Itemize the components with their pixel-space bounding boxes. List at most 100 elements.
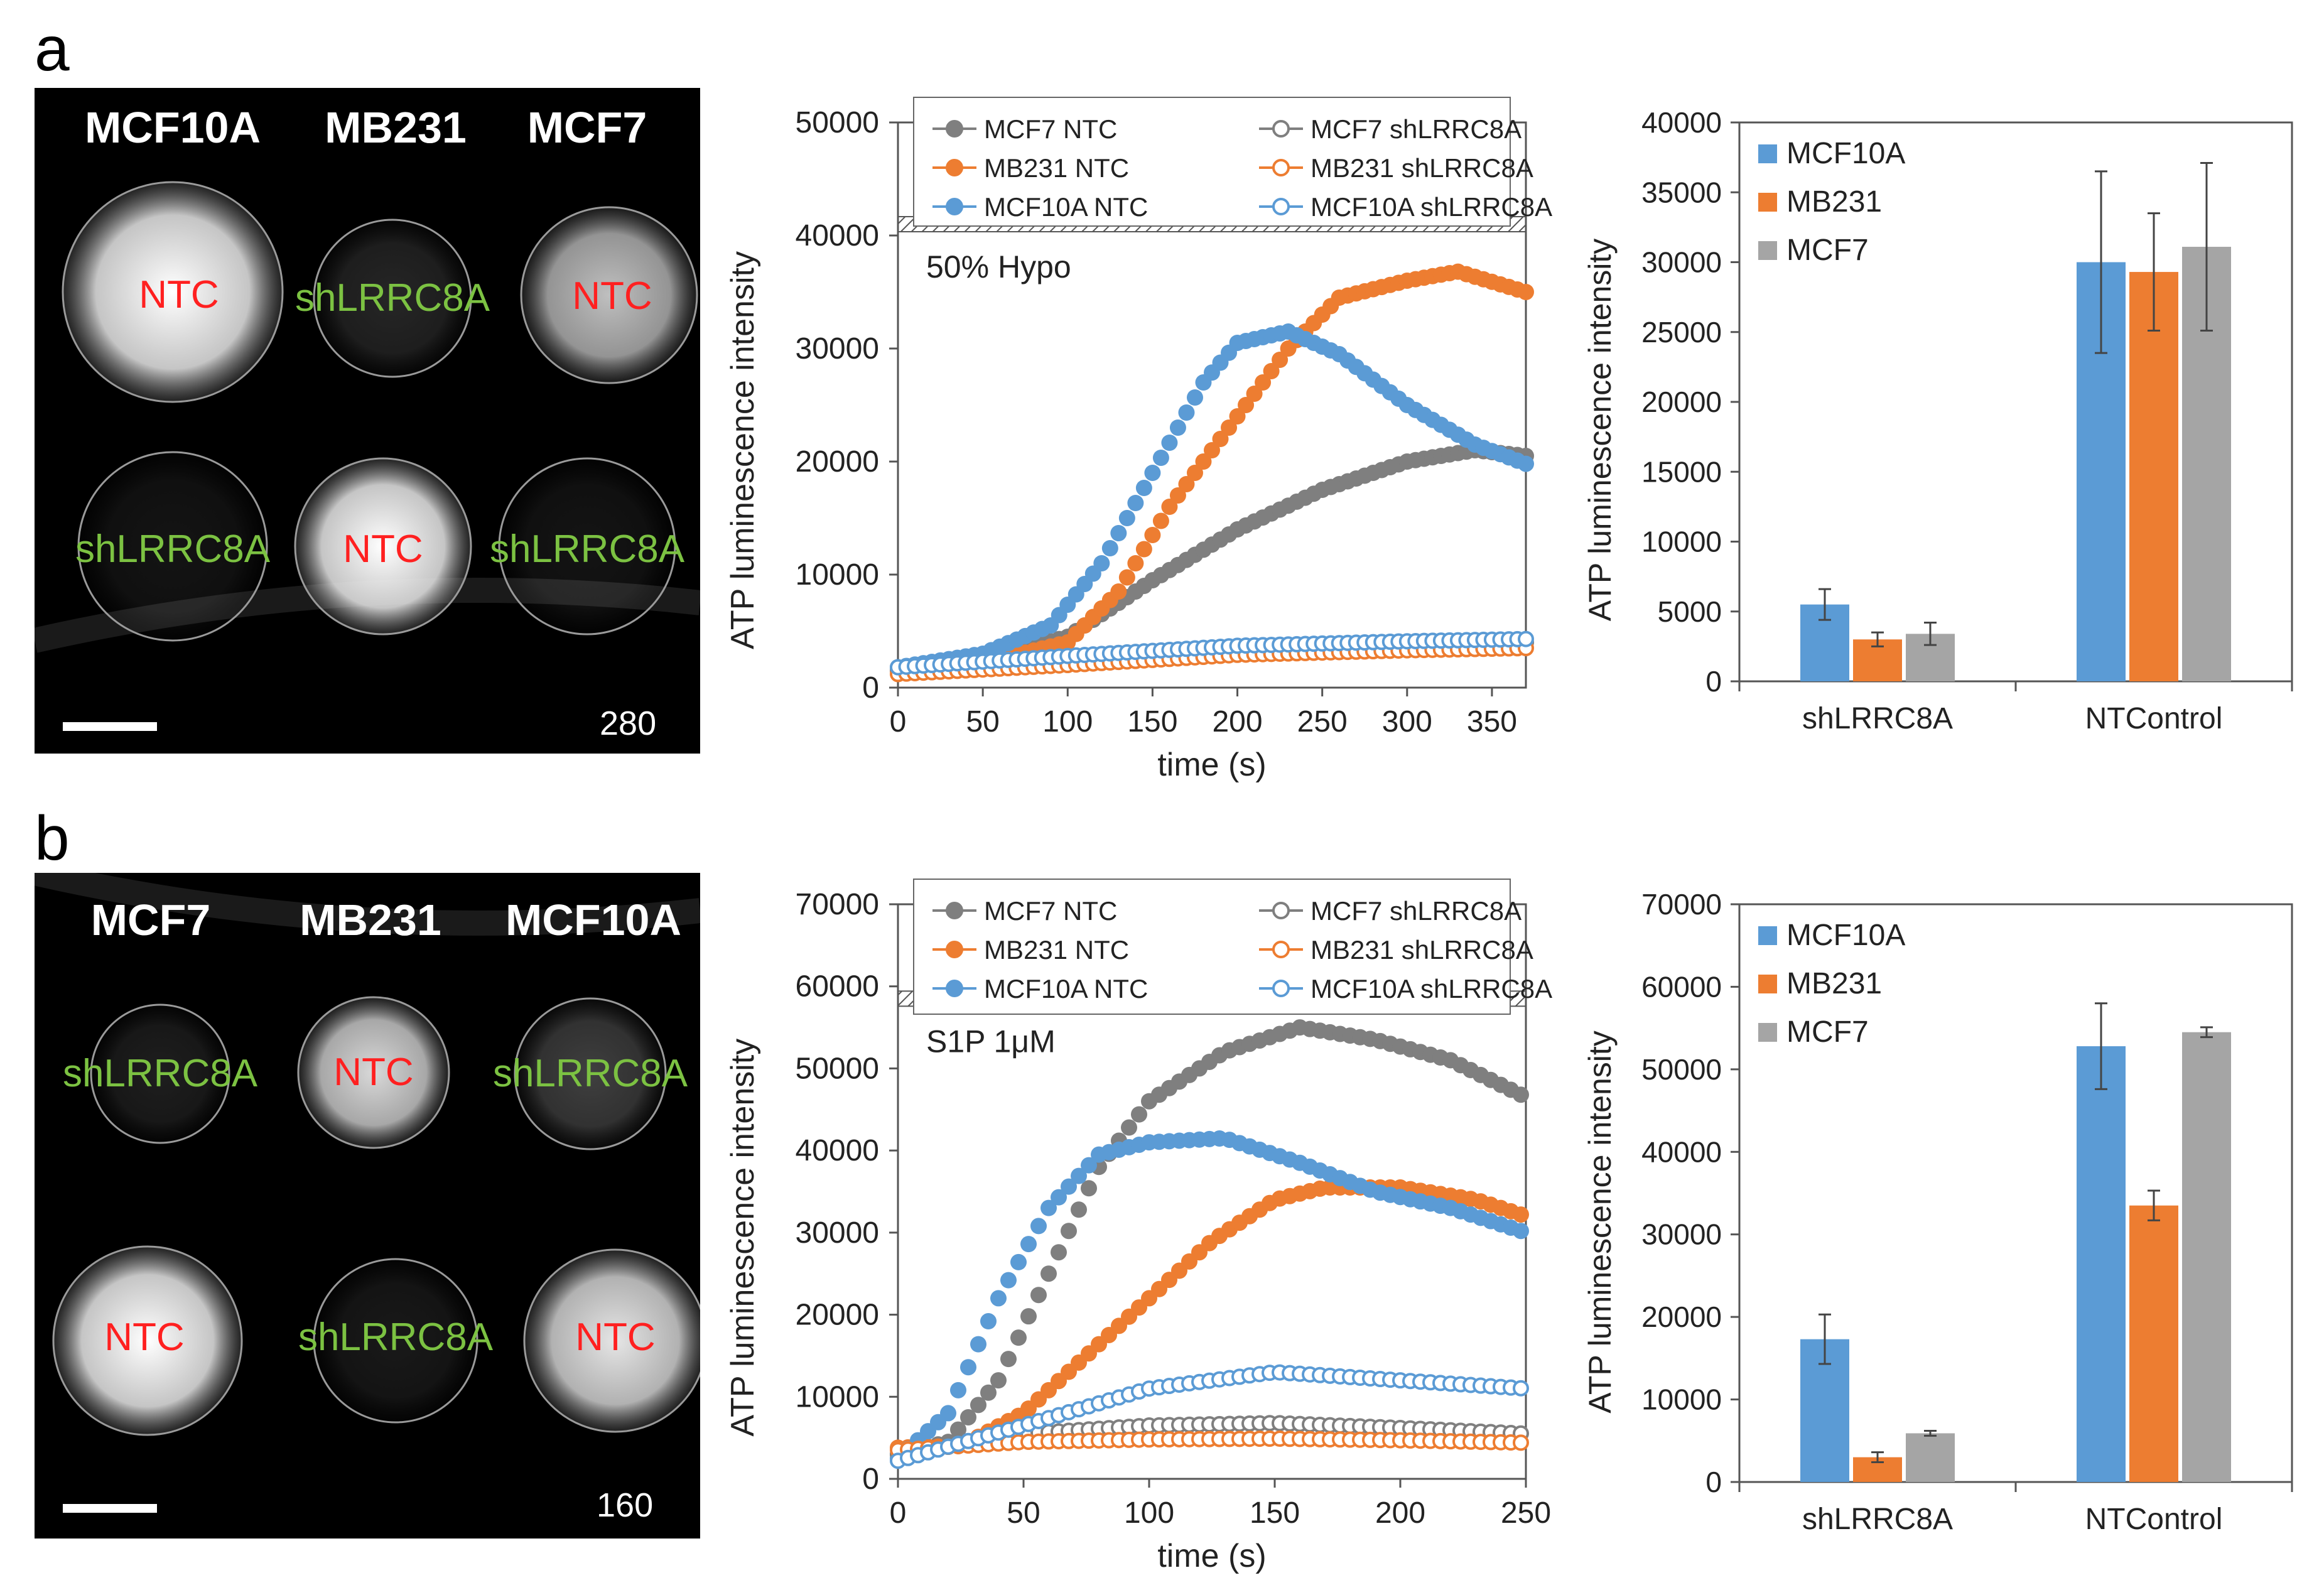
frame-number: 160: [597, 1486, 654, 1524]
y-tick-label: 30000: [796, 332, 879, 365]
legend-entry: MB231: [1786, 185, 1882, 219]
y-tick-label: 50000: [796, 106, 879, 139]
x-tick-label: 350: [1467, 705, 1517, 738]
data-point: [1110, 583, 1127, 600]
y-axis-label: ATP luminescence intensity: [728, 251, 761, 649]
microscopy-wells-a: [35, 181, 700, 653]
well-label: NTC: [333, 1051, 414, 1094]
data-point: [1186, 465, 1203, 481]
legend-entry: MCF10A NTC: [984, 974, 1148, 1003]
legend-entry: MB231 NTC: [984, 153, 1129, 183]
y-tick-label: 35000: [1641, 176, 1722, 208]
legend-entry: MCF10A: [1786, 919, 1905, 952]
y-tick-label: 70000: [796, 888, 879, 921]
x-tick-label: 0: [890, 1496, 907, 1530]
data-point: [1030, 1287, 1047, 1304]
data-point: [1071, 1167, 1087, 1184]
well-signal: [78, 452, 267, 641]
x-tick-label: 100: [1042, 705, 1093, 738]
well-label: NTC: [343, 527, 423, 571]
data-point: [1169, 419, 1186, 436]
data-point: [1255, 374, 1272, 391]
data-point: [1010, 1329, 1027, 1346]
well-signal: [63, 182, 283, 402]
microscopy-image-a: MCF10A MB231 MCF7 NTC shLRRC8A NTC shLRR…: [35, 88, 700, 754]
frame-number: 280: [600, 705, 657, 742]
y-tick-label: 40000: [796, 219, 879, 252]
y-tick-label: 60000: [1641, 970, 1722, 1003]
series-2: [890, 323, 1534, 676]
legend-entry: MB231 shLRRC8A: [1311, 153, 1533, 183]
line-chart-b: 0 10000 20000 30000 40000 50000 60000 70000 0 50 1…: [728, 879, 1552, 1574]
y-tick-label: 40000: [1641, 106, 1722, 139]
legend-entry: MB231: [1786, 967, 1882, 1000]
y-axis-label: ATP luminescence intensity: [1582, 1030, 1618, 1414]
data-point: [1518, 630, 1534, 647]
well-outline: [297, 996, 450, 1149]
legend-entry: MCF10A shLRRC8A: [1311, 192, 1552, 222]
data-point: [1040, 1199, 1057, 1216]
x-tick-label: 50: [966, 705, 999, 738]
well-outline: [498, 457, 676, 635]
category-label: shLRRC8A: [1802, 1503, 1953, 1536]
well-signal: [499, 458, 675, 634]
well-label: shLRRC8A: [492, 1052, 688, 1095]
data-point: [1135, 541, 1152, 558]
well-label: shLRRC8A: [75, 527, 271, 571]
legend-swatch: [1758, 926, 1777, 945]
legend-marker: [1272, 980, 1290, 997]
cell-line-label: MCF10A: [505, 895, 682, 944]
data-point: [1000, 1351, 1017, 1368]
legend-entry: MCF7 shLRRC8A: [1311, 114, 1521, 144]
scale-bar: [63, 1504, 157, 1513]
y-tick-label: 20000: [1641, 386, 1722, 418]
y-tick-label: 10000: [1641, 526, 1722, 558]
data-point: [1513, 1380, 1529, 1397]
y-tick-label: 10000: [796, 558, 879, 592]
y-tick-label: 50000: [1641, 1053, 1722, 1086]
legend-box: [913, 879, 1511, 1015]
bar: [2129, 272, 2178, 681]
data-point: [1263, 363, 1280, 379]
legend-entry: MCF7 shLRRC8A: [1311, 896, 1521, 926]
data-point: [960, 1409, 976, 1425]
legend-entry: MCF7 NTC: [984, 896, 1117, 926]
data-point: [1272, 352, 1289, 368]
data-point: [1051, 1189, 1067, 1206]
legend-swatch: [1758, 193, 1777, 212]
x-tick-label: 150: [1127, 705, 1177, 738]
bar: [2182, 1032, 2231, 1482]
data-point: [1020, 1308, 1037, 1325]
bar-chart-a: 0 5000 10000 15000 20000 25000 30000 35000 40000…: [1582, 106, 2293, 735]
y-tick-label: 20000: [796, 445, 879, 479]
stimulus-label: 50% Hypo: [926, 249, 1071, 284]
data-point: [1010, 1253, 1027, 1270]
legend-entry: MCF7: [1786, 1015, 1869, 1049]
data-point: [1152, 512, 1169, 529]
panel-letter-a: a: [35, 14, 70, 84]
legend-entry: MCF10A NTC: [984, 192, 1148, 222]
legend-swatch: [1758, 241, 1777, 260]
legend-swatch: [1758, 975, 1777, 993]
legend-marker: [946, 941, 963, 958]
data-point: [1212, 431, 1229, 447]
x-tick-label: 250: [1501, 1496, 1551, 1530]
data-point: [950, 1382, 966, 1398]
x-axis-label: time (s): [1157, 747, 1266, 783]
well-outline: [313, 219, 472, 378]
well-signal: [515, 998, 666, 1149]
cell-line-label: MCF10A: [84, 103, 261, 152]
legend-swatch: [1758, 144, 1777, 163]
category-label: shLRRC8A: [1802, 702, 1953, 735]
data-point: [1229, 408, 1246, 425]
series-0: [890, 1019, 1529, 1463]
data-point: [1518, 284, 1534, 300]
y-axis-label: ATP luminescence intensity: [728, 1039, 761, 1437]
data-point: [1071, 1201, 1087, 1218]
data-point: [1195, 453, 1212, 470]
data-point: [940, 1405, 956, 1422]
y-tick-label: 0: [862, 1463, 879, 1496]
well-outline: [514, 997, 667, 1150]
y-axis-label: ATP luminescence intensity: [1582, 239, 1618, 622]
data-point: [1178, 404, 1195, 421]
